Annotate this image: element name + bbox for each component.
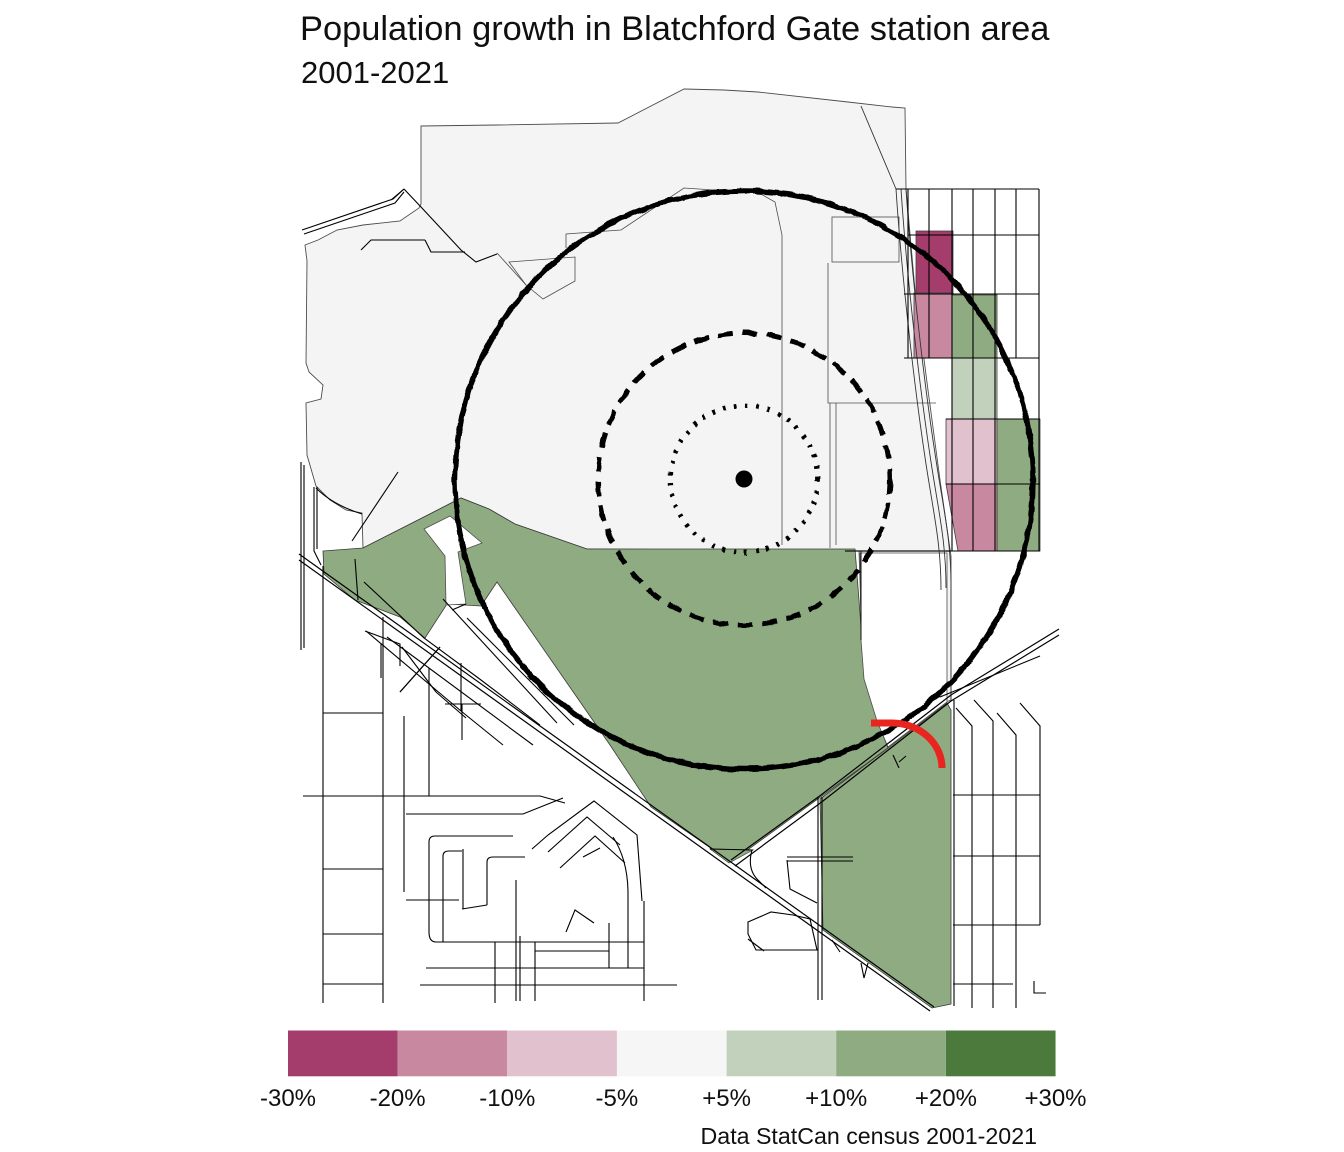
svg-text:+10%: +10% xyxy=(805,1085,867,1112)
svg-text:Data StatCan census 2001-2021: Data StatCan census 2001-2021 xyxy=(701,1123,1037,1149)
svg-text:-5%: -5% xyxy=(596,1085,639,1112)
svg-text:2001-2021: 2001-2021 xyxy=(301,55,449,90)
svg-text:-30%: -30% xyxy=(260,1085,316,1112)
svg-text:Population growth in Blatchfor: Population growth in Blatchford Gate sta… xyxy=(300,10,1050,48)
svg-text:+30%: +30% xyxy=(1024,1085,1086,1112)
svg-text:+20%: +20% xyxy=(915,1085,977,1112)
svg-text:-20%: -20% xyxy=(370,1085,426,1112)
svg-text:-10%: -10% xyxy=(479,1085,535,1112)
svg-text:+5%: +5% xyxy=(702,1085,751,1112)
